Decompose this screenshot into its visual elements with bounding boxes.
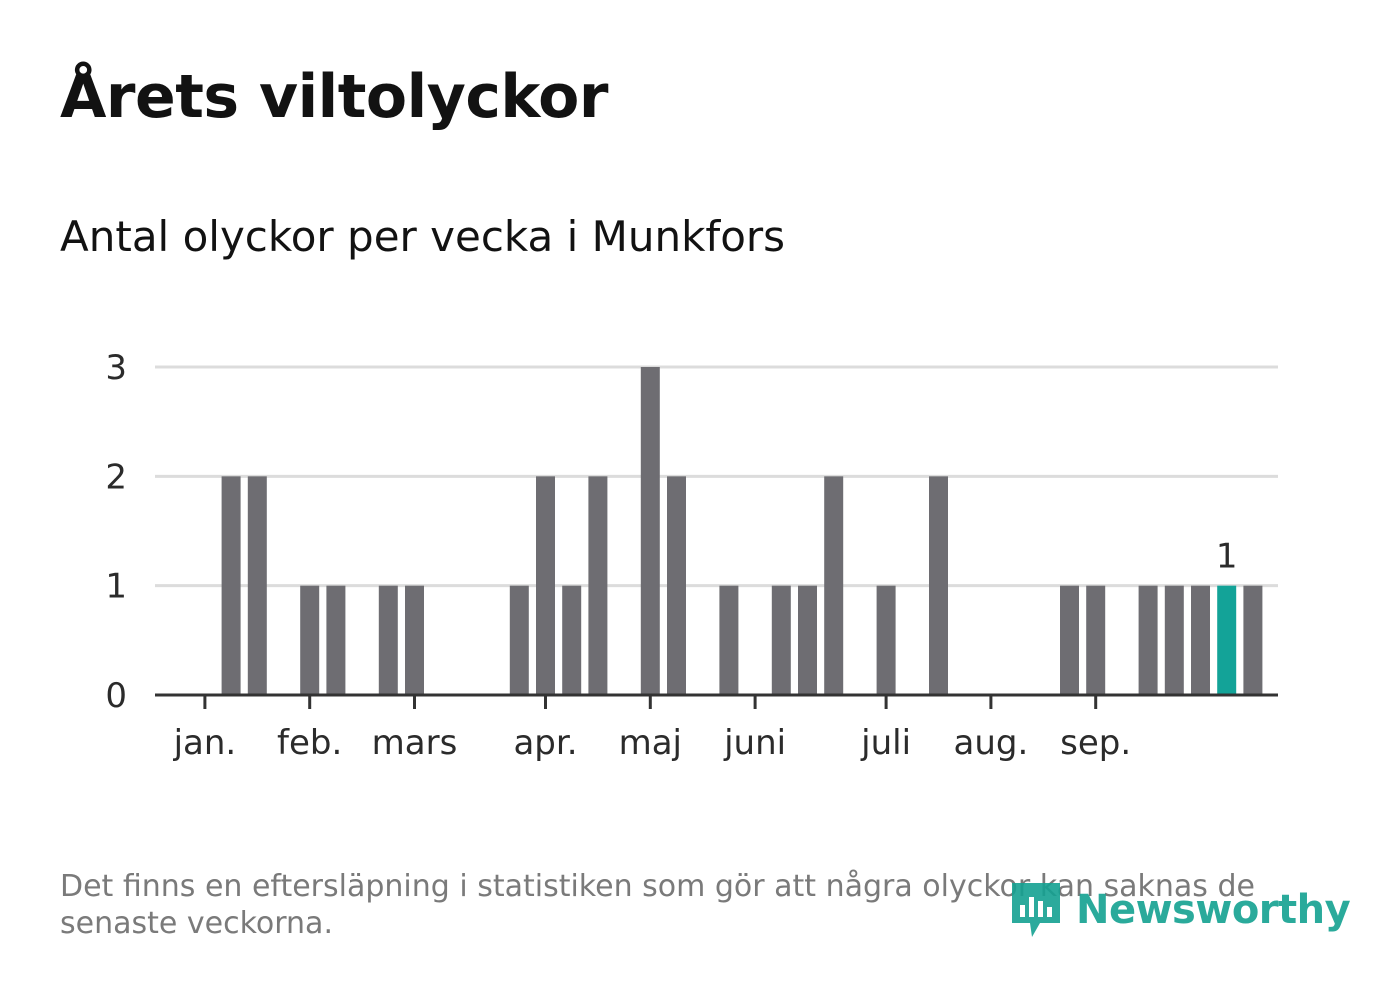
chart-title: Årets viltolyckor [60,62,609,132]
bar [876,585,896,695]
bar [667,476,686,695]
x-tick-label: juli [860,723,911,763]
x-tick-label: maj [619,723,682,763]
bar [378,585,398,695]
brand-logo: Newsworthy [1010,878,1351,942]
bar [1191,585,1210,695]
x-tick-label: aug. [954,723,1029,763]
x-tick-label: feb. [277,723,342,763]
x-axis: jan. feb. mars apr. maj juni juli aug. sep. [155,693,1278,763]
bar [798,585,817,695]
bar [719,585,739,695]
x-tick-label: jan. [173,723,237,763]
bar [640,367,660,695]
data-label: 1 [1216,537,1238,577]
bar [1243,585,1263,695]
bar [509,585,529,695]
x-tick-label: sep. [1060,723,1131,763]
data-labels: 1 [1216,537,1238,577]
y-tick-label: 0 [105,676,127,716]
bar [247,476,267,695]
bar [1217,585,1237,695]
bar [1164,585,1184,695]
x-tick-label: apr. [513,723,577,763]
bar [1138,585,1158,695]
bar [824,476,844,695]
bar [929,476,948,695]
bar-chart: 0 1 2 3 jan. feb. mars apr. maj juni juli aug. sep.… [105,348,1278,763]
y-axis-ticks: 0 1 2 3 [105,348,127,716]
x-tick-label: mars [372,723,458,763]
bar [1086,585,1106,695]
brand-name: Newsworthy [1076,887,1351,933]
newsworthy-logo-icon [1012,883,1060,937]
grid-lines [155,365,1278,588]
bar [536,476,555,695]
x-tick-label: juni [723,723,786,763]
y-tick-label: 2 [105,457,127,497]
bar [771,585,791,695]
y-tick-label: 3 [105,348,127,388]
chart-subtitle: Antal olyckor per vecka i Munkfors [60,212,786,261]
y-tick-label: 1 [105,567,127,607]
bar [221,476,241,695]
bars [221,367,1263,695]
bar [1060,585,1079,695]
bar [588,476,608,695]
bar [562,585,582,695]
bar [326,585,346,695]
bar [405,585,424,695]
bar [300,585,320,695]
